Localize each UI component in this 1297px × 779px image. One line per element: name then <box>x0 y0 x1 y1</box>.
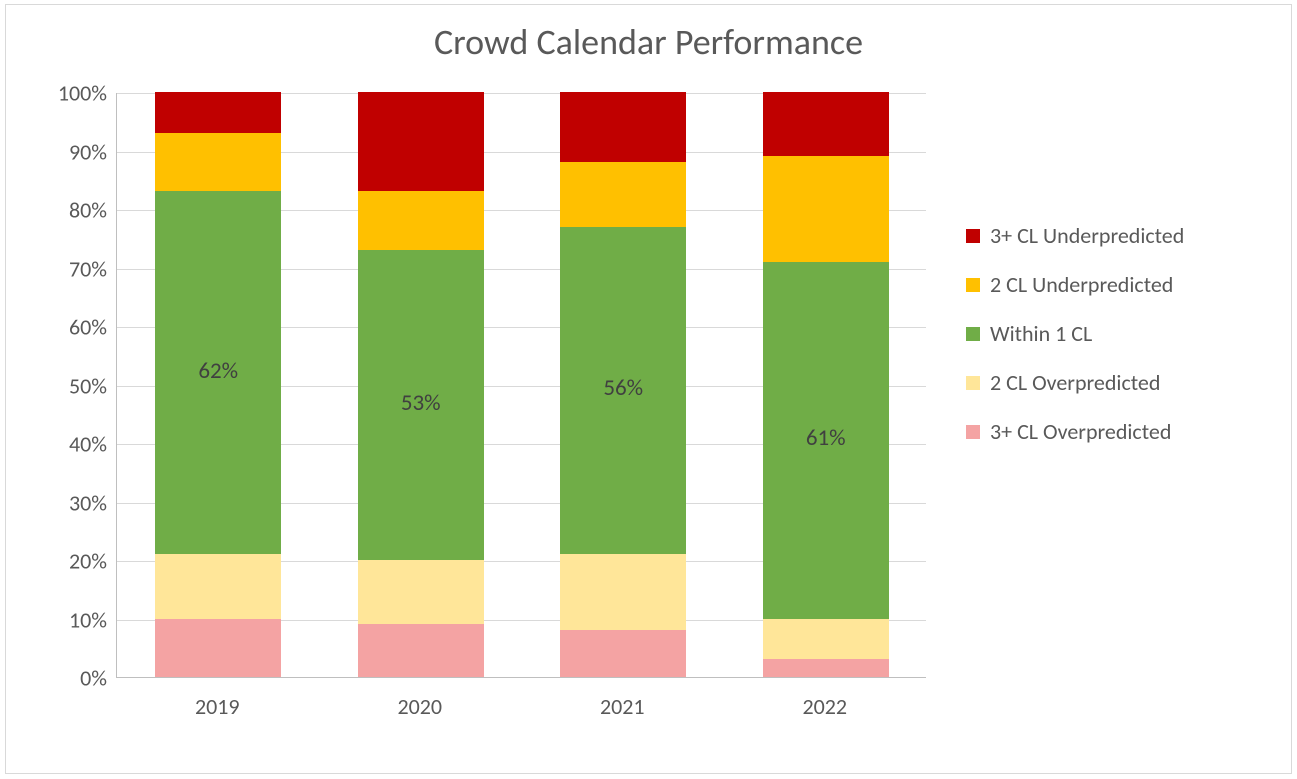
y-tick-label: 80% <box>69 197 107 224</box>
bar-segment-over2 <box>763 619 889 660</box>
legend-swatch <box>966 278 980 292</box>
bar-segment-under2 <box>155 133 281 192</box>
legend-item: 3+ CL Overpredicted <box>966 418 1266 445</box>
bar-segment-under3 <box>155 92 281 133</box>
bar-segment-under2 <box>763 156 889 261</box>
y-tick-label: 50% <box>69 372 107 399</box>
bar-segment-under3 <box>358 92 484 191</box>
legend-swatch <box>966 229 980 243</box>
bar-segment-over3 <box>155 619 281 678</box>
legend-label: 3+ CL Overpredicted <box>990 418 1171 445</box>
x-tick-label: 2019 <box>195 693 240 720</box>
y-tick-label: 10% <box>69 606 107 633</box>
bar-segment-over3 <box>358 624 484 677</box>
legend-label: 3+ CL Underpredicted <box>990 222 1184 249</box>
bar-segment-over3 <box>560 630 686 677</box>
y-tick-label: 30% <box>69 489 107 516</box>
bar-segment-over3 <box>763 659 889 677</box>
bar-group: 56% <box>560 93 686 677</box>
bar-data-label: 53% <box>358 389 484 417</box>
y-axis-labels: 0%10%20%30%40%50%60%70%80%90%100% <box>6 93 111 678</box>
bar-data-label: 62% <box>155 357 281 385</box>
legend-item: 2 CL Underpredicted <box>966 271 1266 298</box>
legend-label: 2 CL Overpredicted <box>990 369 1160 396</box>
bar-group: 53% <box>358 93 484 677</box>
bars-layer: 62% 53% 56% 61% <box>117 93 926 677</box>
legend-label: Within 1 CL <box>990 320 1092 347</box>
bar-segment-under3 <box>560 92 686 162</box>
legend-item: Within 1 CL <box>966 320 1266 347</box>
x-tick-label: 2022 <box>802 693 847 720</box>
y-tick-label: 20% <box>69 548 107 575</box>
y-tick-label: 0% <box>80 665 107 692</box>
y-tick-label: 70% <box>69 255 107 282</box>
bar-segment-over2 <box>560 554 686 630</box>
bar-group: 62% <box>155 93 281 677</box>
x-tick-label: 2021 <box>600 693 645 720</box>
y-tick-label: 40% <box>69 431 107 458</box>
legend-swatch <box>966 327 980 341</box>
plot-area: 62% 53% 56% 61% <box>116 93 926 678</box>
y-tick-label: 90% <box>69 138 107 165</box>
bar-group: 61% <box>763 93 889 677</box>
legend-swatch <box>966 425 980 439</box>
bar-data-label: 56% <box>560 374 686 402</box>
legend-item: 2 CL Overpredicted <box>966 369 1266 396</box>
chart-title: Crowd Calendar Performance <box>6 20 1291 64</box>
bar-segment-over2 <box>358 560 484 624</box>
y-tick-label: 100% <box>58 80 107 107</box>
bar-segment-under2 <box>358 191 484 250</box>
bar-segment-over2 <box>155 554 281 618</box>
x-tick-label: 2020 <box>397 693 442 720</box>
x-axis-labels: 2019 2020 2021 2022 <box>116 685 926 725</box>
legend-item: 3+ CL Underpredicted <box>966 222 1266 249</box>
bar-segment-under2 <box>560 162 686 226</box>
bar-segment-under3 <box>763 92 889 156</box>
legend-label: 2 CL Underpredicted <box>990 271 1173 298</box>
legend: 3+ CL Underpredicted 2 CL Underpredicted W… <box>966 200 1266 467</box>
legend-swatch <box>966 376 980 390</box>
chart-frame: Crowd Calendar Performance 0% 10% 20% 30% 40… <box>5 4 1292 774</box>
y-tick-label: 60% <box>69 314 107 341</box>
bar-data-label: 61% <box>763 424 889 452</box>
